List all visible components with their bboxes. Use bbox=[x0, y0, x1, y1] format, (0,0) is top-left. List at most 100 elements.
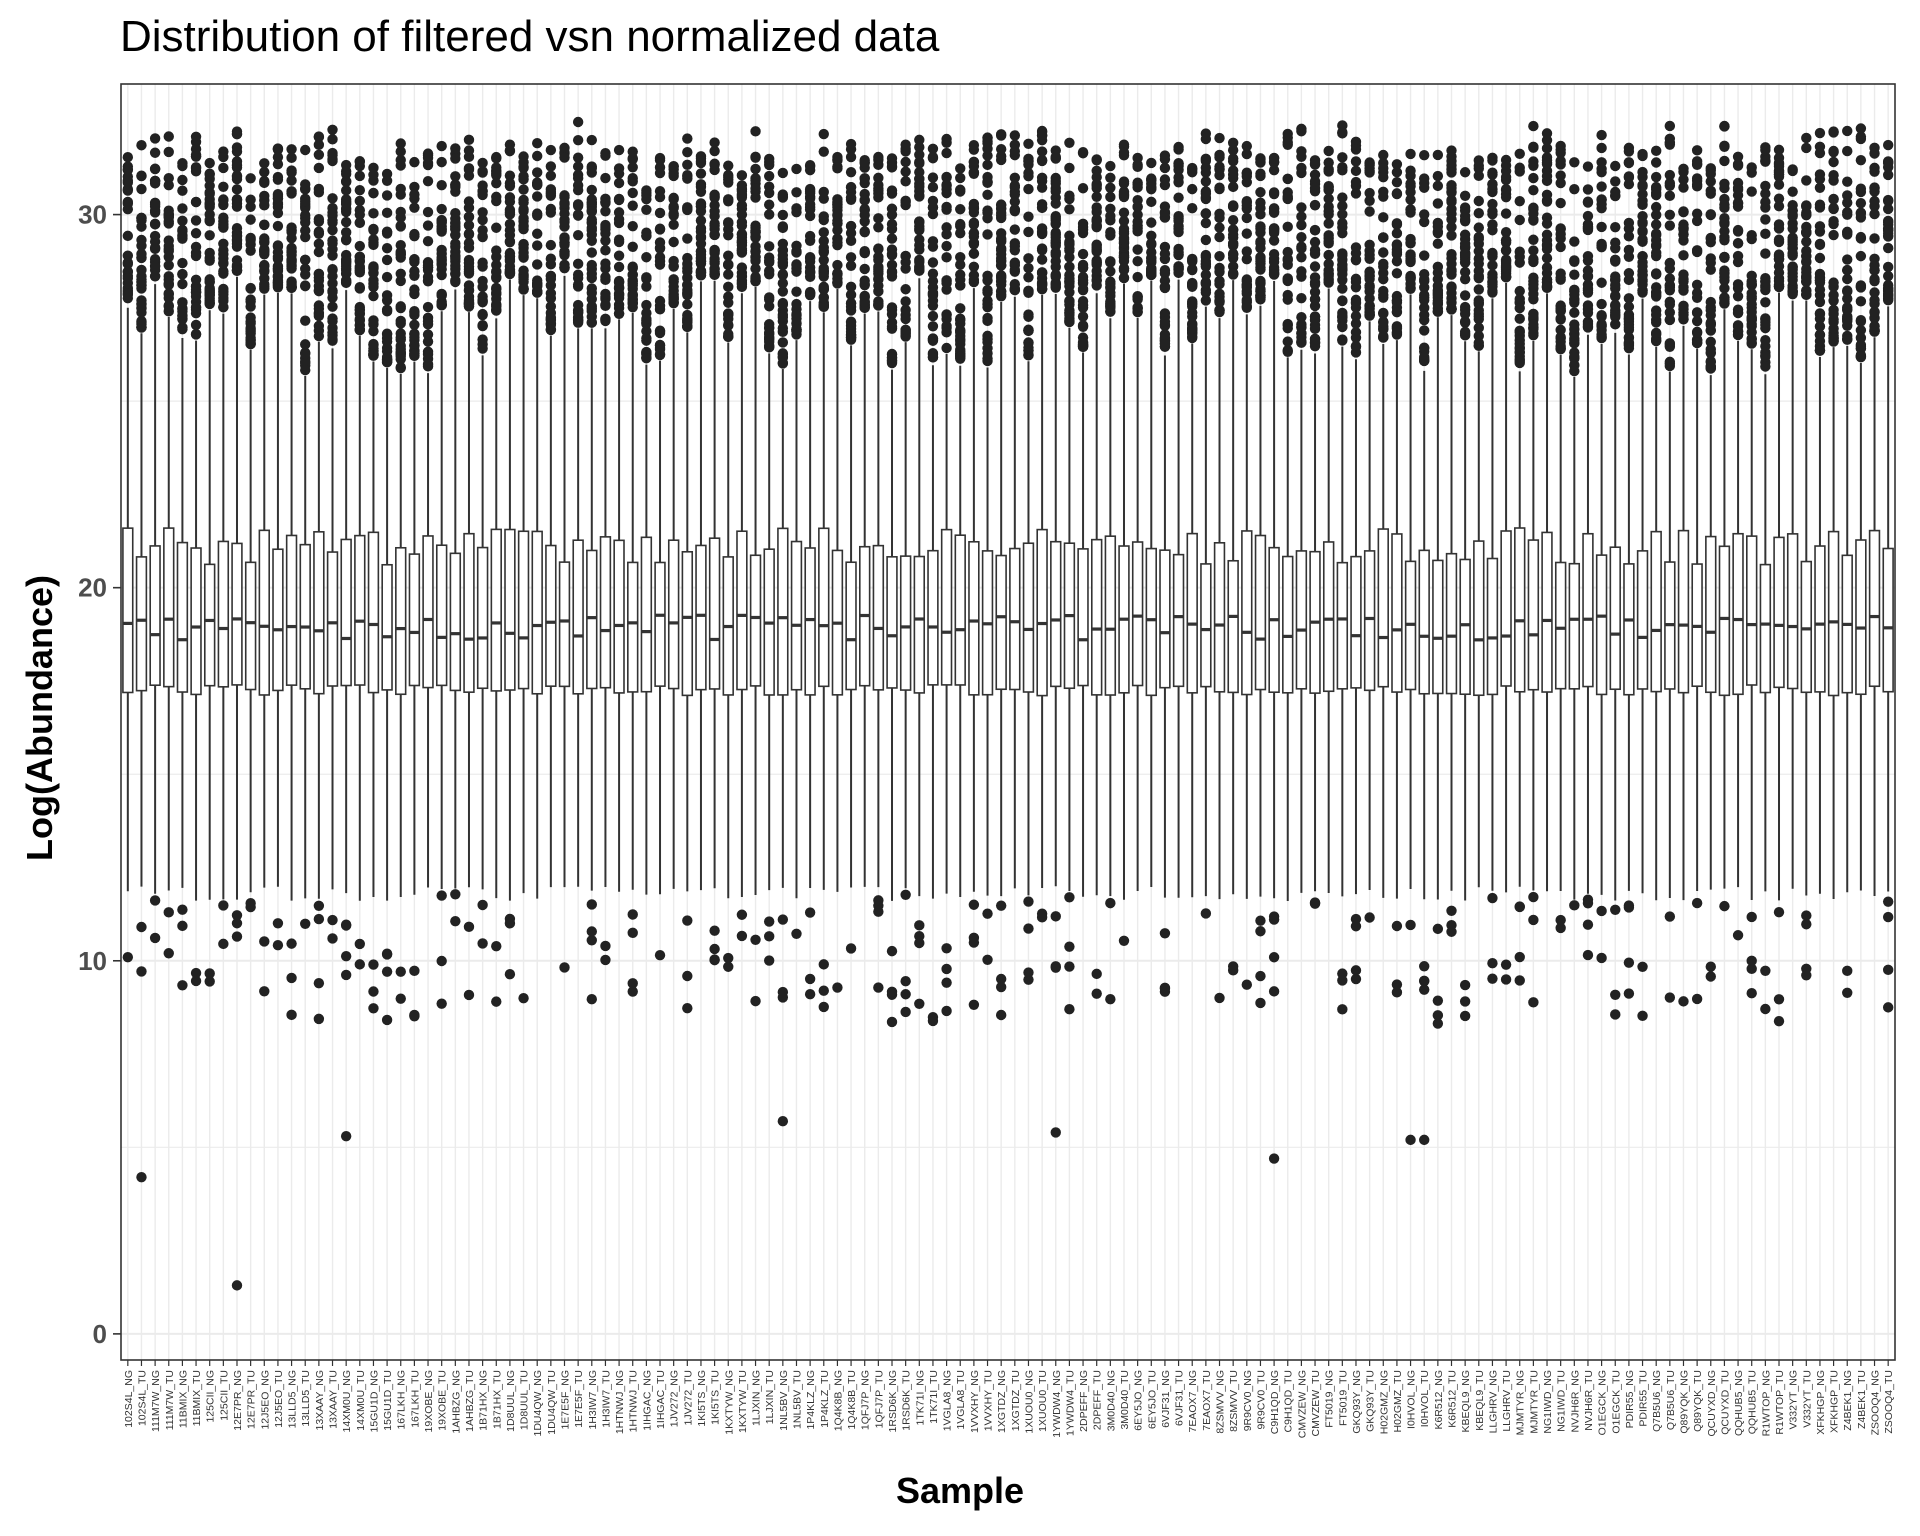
outlier-point bbox=[1869, 148, 1880, 159]
box-1AHBZG_NG bbox=[449, 143, 462, 927]
outlier-point bbox=[1337, 1004, 1348, 1015]
outlier-point bbox=[777, 209, 789, 221]
outlier-point bbox=[1023, 345, 1034, 356]
outlier-point bbox=[1350, 973, 1362, 985]
outlier-point bbox=[1364, 253, 1375, 264]
outlier-point bbox=[1705, 971, 1716, 982]
box-13LLD5_NG bbox=[285, 144, 298, 1021]
outlier-point bbox=[968, 168, 980, 180]
outlier-point bbox=[1487, 206, 1498, 217]
outlier-point bbox=[572, 134, 584, 146]
outlier-point bbox=[1664, 285, 1676, 296]
outlier-point bbox=[709, 229, 720, 240]
outlier-point bbox=[477, 189, 488, 201]
outlier-point bbox=[1405, 148, 1416, 160]
outlier-point bbox=[1828, 289, 1839, 301]
outlier-point bbox=[136, 307, 147, 318]
outlier-point bbox=[177, 203, 188, 214]
outlier-point-low bbox=[136, 1171, 147, 1183]
outlier-point bbox=[272, 279, 284, 290]
outlier-point bbox=[873, 213, 884, 224]
outlier-point bbox=[1678, 300, 1689, 312]
box-1XGTDZ_NG bbox=[995, 129, 1007, 1021]
outlier-point bbox=[436, 244, 447, 256]
outlier-point bbox=[1146, 181, 1157, 193]
outlier-point bbox=[1828, 156, 1839, 168]
box-K6R512_TU bbox=[1445, 145, 1458, 937]
outlier-point bbox=[1282, 253, 1293, 265]
outlier-point bbox=[1869, 233, 1880, 244]
box-iqr bbox=[1786, 533, 1799, 690]
outlier-point bbox=[177, 920, 188, 932]
outlier-point bbox=[1391, 920, 1403, 932]
outlier-point bbox=[231, 255, 243, 266]
outlier-point bbox=[1255, 262, 1266, 273]
outlier-point bbox=[272, 151, 284, 163]
outlier-point bbox=[245, 294, 256, 305]
box-iqr bbox=[1050, 540, 1062, 688]
outlier-point bbox=[300, 315, 311, 326]
outlier-point bbox=[136, 248, 147, 260]
outlier-point bbox=[1842, 145, 1853, 157]
outlier-point bbox=[149, 254, 161, 265]
outlier-point bbox=[586, 184, 597, 196]
outlier-point bbox=[995, 1009, 1007, 1021]
outlier-point bbox=[1650, 247, 1662, 258]
outlier-point bbox=[1650, 201, 1662, 213]
outlier-point bbox=[982, 143, 993, 154]
outlier-point bbox=[586, 259, 597, 271]
outlier-point bbox=[572, 184, 584, 196]
outlier-point bbox=[136, 183, 147, 195]
outlier-point bbox=[1459, 238, 1471, 249]
outlier-point bbox=[149, 932, 161, 944]
outlier-point bbox=[1432, 295, 1444, 306]
outlier-point bbox=[927, 287, 939, 299]
outlier-point bbox=[763, 931, 775, 942]
outlier-point bbox=[1500, 974, 1512, 985]
outlier-point bbox=[941, 1005, 952, 1017]
outlier-point bbox=[941, 204, 952, 215]
outlier-point bbox=[1159, 338, 1171, 349]
outlier-point bbox=[1842, 176, 1853, 187]
outlier-point bbox=[259, 264, 270, 276]
outlier-point bbox=[1378, 308, 1389, 319]
outlier-point bbox=[1828, 203, 1839, 215]
outlier-point bbox=[927, 172, 939, 183]
outlier-point bbox=[900, 166, 911, 177]
outlier-point bbox=[272, 174, 284, 185]
outlier-point bbox=[272, 251, 284, 263]
outlier-point bbox=[1227, 201, 1239, 212]
outlier-point bbox=[886, 233, 898, 244]
outlier-point bbox=[982, 270, 993, 281]
outlier-point bbox=[586, 317, 597, 328]
outlier-point bbox=[1459, 167, 1471, 178]
outlier-point bbox=[1378, 261, 1389, 272]
outlier-point bbox=[1282, 289, 1293, 301]
outlier-point bbox=[1105, 227, 1116, 238]
outlier-point bbox=[641, 204, 652, 215]
outlier-point bbox=[572, 229, 584, 241]
box-iqr bbox=[1773, 536, 1785, 689]
box-iqr bbox=[1432, 559, 1444, 695]
outlier-point bbox=[1023, 262, 1034, 274]
outlier-point bbox=[654, 340, 666, 351]
outlier-point bbox=[477, 320, 488, 331]
outlier-point bbox=[218, 268, 229, 279]
box-iqr bbox=[599, 536, 612, 689]
outlier-point bbox=[723, 230, 734, 241]
outlier-point bbox=[1159, 329, 1171, 340]
outlier-point bbox=[1719, 252, 1730, 263]
outlier-point bbox=[477, 343, 488, 354]
outlier-point bbox=[1760, 248, 1771, 259]
outlier-point bbox=[1364, 912, 1375, 923]
outlier-point bbox=[218, 295, 229, 307]
outlier-point bbox=[1432, 286, 1444, 298]
box-iqr bbox=[886, 556, 898, 689]
outlier-point bbox=[409, 349, 420, 361]
outlier-point bbox=[1528, 253, 1539, 265]
chart-title: Distribution of filtered vsn normalized … bbox=[120, 12, 940, 61]
outlier-point bbox=[1596, 238, 1607, 250]
outlier-point bbox=[1691, 326, 1703, 338]
outlier-point bbox=[1773, 169, 1785, 180]
outlier-point bbox=[1541, 143, 1553, 154]
